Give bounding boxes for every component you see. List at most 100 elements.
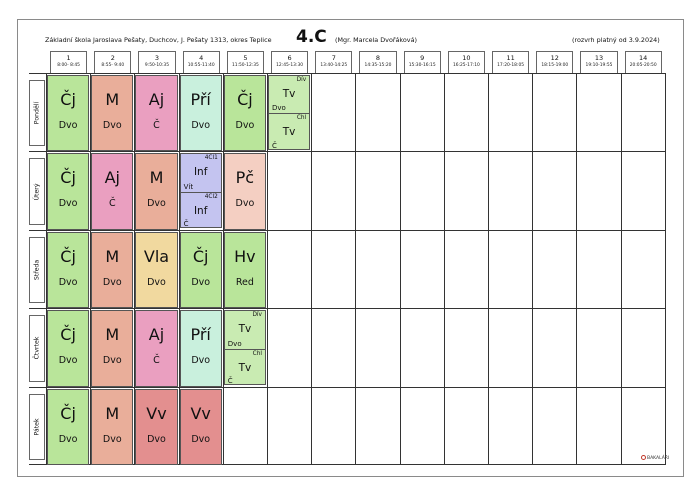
- period-header-3: 3 9:50-10:35: [138, 51, 176, 73]
- lesson-cell[interactable]: Pří Dvo: [179, 75, 222, 152]
- lesson-subject: Čj: [237, 90, 253, 109]
- grid-divider: [620, 387, 622, 464]
- lesson-cell[interactable]: 4Cl1 Inf Vít 4Cl2 Inf Č: [179, 153, 222, 229]
- lesson-subject: Aj: [148, 90, 165, 109]
- grid-divider: [134, 152, 136, 230]
- grid-divider: [46, 309, 47, 387]
- lesson-cell[interactable]: Pří Dvo: [179, 310, 222, 387]
- grid-divider: [355, 387, 357, 464]
- lesson-teacher: Dvo: [58, 355, 78, 367]
- lesson-teacher: Dvo: [227, 339, 242, 348]
- lesson-cell[interactable]: Čj Dvo: [47, 153, 90, 230]
- lesson-subject: Vv: [190, 403, 211, 423]
- lesson-cell[interactable]: M Dvo: [91, 231, 134, 309]
- period-time: 8:00- 8:45: [57, 63, 80, 68]
- lesson-teacher: Dvo: [147, 198, 166, 210]
- grid-divider: [46, 74, 47, 152]
- grid-divider: [90, 74, 92, 152]
- grid-divider: [311, 387, 313, 464]
- period-time: 14:35-15:20: [364, 63, 392, 68]
- lesson-teacher: Č: [153, 120, 160, 131]
- lesson-subject: Aj: [148, 325, 165, 345]
- lesson-subject: Vla: [143, 246, 170, 266]
- lesson-cell[interactable]: M Dvo: [135, 153, 178, 230]
- day-label-text: Pondělí: [33, 101, 41, 125]
- lesson-cell[interactable]: M Dvo: [91, 310, 134, 387]
- lesson-cell[interactable]: Aj Č: [91, 153, 134, 230]
- grid-divider: [355, 74, 357, 152]
- lesson-cell[interactable]: Čj Dvo: [47, 75, 90, 152]
- lesson-cell[interactable]: Čj Dvo: [223, 75, 266, 152]
- lesson-cell[interactable]: Pč Dvo: [223, 153, 266, 230]
- period-time: 13:40-14:25: [320, 63, 348, 68]
- split-lesson-bottom[interactable]: Chl Tv Č: [224, 348, 265, 384]
- period-header-1: 1 8:00- 8:45: [50, 51, 88, 73]
- grid-divider: [399, 152, 401, 230]
- lesson-subject: Pč: [235, 168, 255, 188]
- grid-divider: [664, 230, 666, 309]
- lesson-group: Dív: [296, 77, 307, 83]
- split-lesson-bottom[interactable]: 4Cl2 Inf Č: [180, 191, 221, 227]
- split-lesson-top[interactable]: Dív Tv Dvo: [269, 76, 309, 113]
- lesson-cell[interactable]: Čj Dvo: [179, 231, 222, 309]
- lesson-cell[interactable]: Vla Dvo: [135, 231, 178, 309]
- lesson-cell[interactable]: Vv Dvo: [135, 388, 178, 465]
- grid-divider: [532, 387, 534, 464]
- bakalari-logo-icon: [641, 455, 646, 460]
- day-row: Středa Čj Dvo M Dvo Vla Dvo Čj Dvo Hv Red: [29, 229, 666, 309]
- period-time: 12:45-13:30: [276, 63, 304, 68]
- grid-divider: [664, 152, 666, 230]
- period-time: 16:25-17:10: [452, 63, 480, 68]
- grid-divider: [488, 230, 489, 309]
- lesson-subject: Tv: [282, 126, 296, 139]
- lesson-cell[interactable]: Aj Č: [135, 75, 178, 152]
- grid-divider: [178, 152, 180, 230]
- lesson-cell[interactable]: M Dvo: [91, 75, 134, 152]
- lesson-teacher: Dvo: [235, 198, 255, 210]
- grid-divider: [620, 152, 622, 230]
- day-label: Pondělí: [29, 80, 45, 147]
- lesson-subject: Čj: [60, 168, 76, 188]
- grid-divider: [576, 152, 578, 230]
- grid-divider: [576, 230, 578, 309]
- grid-divider: [488, 152, 489, 230]
- period-header-11: 11 17:20-18:05: [492, 51, 530, 73]
- grid-divider: [46, 387, 47, 464]
- day-row: Úterý Čj Dvo Aj Č M Dvo 4Cl1 Inf Vít 4Cl2 Inf Č Pč Dvo: [29, 151, 666, 230]
- lesson-cell[interactable]: Dív Tv Dvo Chl Tv Č: [223, 310, 266, 386]
- lesson-teacher: Dvo: [102, 433, 122, 445]
- lesson-subject: Čj: [192, 246, 209, 266]
- grid-divider: [664, 74, 666, 152]
- split-lesson-top[interactable]: 4Cl1 Inf Vít: [181, 154, 221, 191]
- lesson-group: 4Cl2: [204, 193, 218, 200]
- period-number: 9: [420, 54, 425, 62]
- lesson-cell[interactable]: Dív Tv Dvo Chl Tv Č: [268, 75, 311, 150]
- lesson-cell[interactable]: Hv Red: [223, 231, 266, 309]
- lesson-cell[interactable]: M Dvo: [91, 388, 134, 465]
- lesson-cell[interactable]: Aj Č: [135, 310, 178, 387]
- period-time: 18:15-19:00: [541, 63, 569, 68]
- class-name: 4.C: [296, 27, 327, 47]
- lesson-cell[interactable]: Čj Dvo: [47, 388, 90, 465]
- grid-divider: [576, 387, 578, 464]
- grid-divider: [222, 309, 224, 387]
- period-header-5: 5 11:50-12:35: [226, 51, 264, 73]
- grid-divider: [267, 387, 268, 464]
- lesson-subject: Tv: [282, 88, 296, 100]
- period-time: 11:50-12:35: [231, 63, 259, 68]
- grid-divider: [532, 74, 534, 152]
- period-header-8: 8 14:35-15:20: [359, 51, 397, 73]
- lesson-cell[interactable]: Čj Dvo: [47, 310, 90, 387]
- split-lesson-top[interactable]: Dív Tv Dvo: [225, 311, 265, 348]
- lesson-teacher: Red: [235, 276, 254, 288]
- period-time: 10:55-11:40: [187, 63, 215, 68]
- lesson-teacher: Dvo: [235, 120, 255, 131]
- class-teacher: (Mgr. Marcela Dvořáková): [335, 36, 417, 44]
- lesson-cell[interactable]: Vv Dvo: [179, 388, 222, 465]
- period-header-12: 12 18:15-19:00: [536, 51, 574, 73]
- grid-divider: [488, 387, 489, 464]
- school-name: Základní škola Jaroslava Pešaty, Duchcov…: [45, 36, 272, 44]
- lesson-cell[interactable]: Čj Dvo: [47, 231, 90, 309]
- split-lesson-bottom[interactable]: Chl Tv Č: [269, 113, 310, 149]
- grid-divider: [311, 230, 313, 309]
